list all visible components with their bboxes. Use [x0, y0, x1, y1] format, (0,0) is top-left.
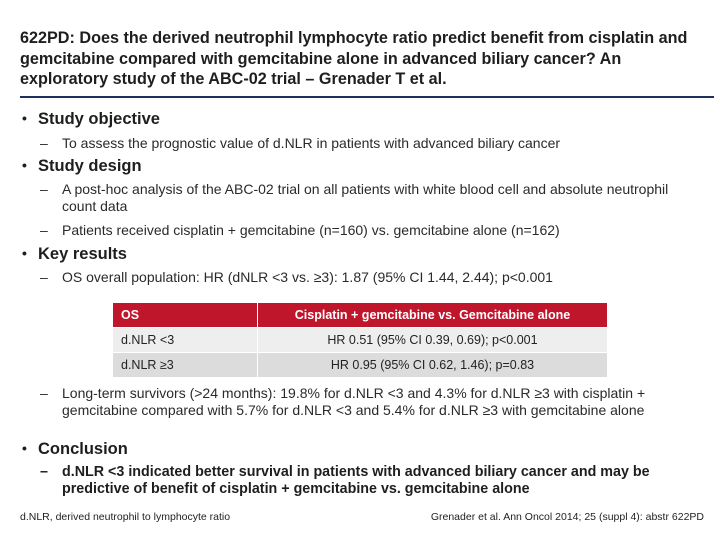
table-header-comparison: Cisplatin + gemcitabine vs. Gemcitabine … — [257, 302, 608, 328]
table-cell-label: d.NLR <3 — [112, 327, 258, 353]
table-header-os: OS — [112, 302, 258, 328]
dash-icon: – — [40, 269, 48, 285]
dash-icon: – — [40, 464, 48, 480]
dash-icon: – — [40, 135, 48, 151]
bullet-key-results: • Key results — [22, 245, 127, 264]
table-row: d.NLR ≥3 HR 0.95 (95% CI 0.62, 1.46); p=… — [112, 352, 608, 378]
dash-icon: – — [40, 181, 48, 197]
section-heading-conclusion: Conclusion — [38, 440, 128, 458]
bullet-dot-icon: • — [22, 110, 27, 126]
bullet-study-objective: • Study objective — [22, 110, 160, 129]
objective-point-1: – To assess the prognostic value of d.NL… — [40, 135, 561, 151]
bullet-conclusion: • Conclusion — [22, 440, 128, 459]
bullet-study-design: • Study design — [22, 157, 142, 176]
table-cell-value: HR 0.95 (95% CI 0.62, 1.46); p=0.83 — [257, 352, 608, 378]
title-divider — [20, 96, 714, 98]
table-header-row: OS Cisplatin + gemcitabine vs. Gemcitabi… — [112, 302, 608, 328]
table-cell-label: d.NLR ≥3 — [112, 352, 258, 378]
results-point-2: – Long-term survivors (>24 months): 19.8… — [40, 385, 646, 418]
slide-title: 622PD: Does the derived neutrophil lymph… — [20, 29, 688, 88]
dash-icon: – — [40, 385, 48, 401]
footer-reference: Grenader et al. Ann Oncol 2014; 25 (supp… — [430, 511, 704, 523]
bullet-dot-icon: • — [22, 440, 27, 456]
conclusion-point-1: – d.NLR <3 indicated better survival in … — [40, 464, 650, 497]
section-heading-design: Study design — [38, 157, 142, 175]
section-heading-results: Key results — [38, 245, 127, 263]
design-point-1: – A post-hoc analysis of the ABC-02 tria… — [40, 181, 669, 214]
dash-icon: – — [40, 222, 48, 238]
footer-abbreviation: d.NLR, derived neutrophil to lymphocyte … — [20, 511, 231, 523]
bullet-dot-icon: • — [22, 157, 27, 173]
results-table: OS Cisplatin + gemcitabine vs. Gemcitabi… — [112, 302, 608, 378]
results-point-1: – OS overall population: HR (dNLR <3 vs.… — [40, 269, 553, 285]
design-point-2: – Patients received cisplatin + gemcitab… — [40, 222, 560, 238]
table-cell-value: HR 0.51 (95% CI 0.39, 0.69); p<0.001 — [257, 327, 608, 353]
section-heading-objective: Study objective — [38, 110, 160, 128]
bullet-dot-icon: • — [22, 245, 27, 261]
table-row: d.NLR <3 HR 0.51 (95% CI 0.39, 0.69); p<… — [112, 327, 608, 353]
